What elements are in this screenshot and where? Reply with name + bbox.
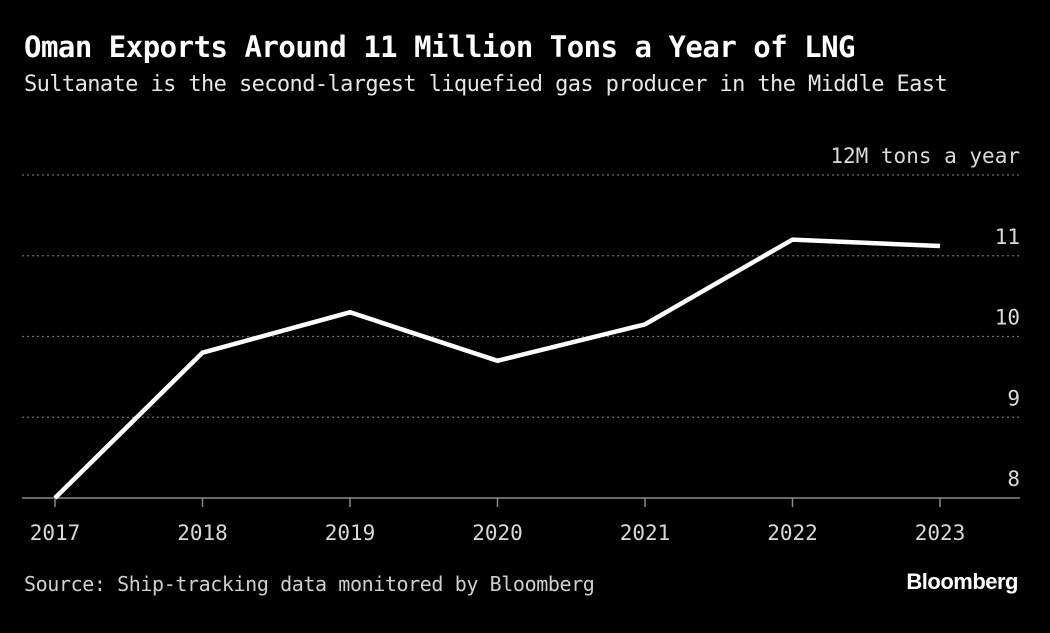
- lng-exports-line: [53, 237, 941, 500]
- source-note: Source: Ship-tracking data monitored by …: [24, 572, 595, 596]
- chart-subtitle: Sultanate is the second-largest liquefie…: [24, 72, 948, 97]
- x-tick-label: 2023: [915, 521, 966, 545]
- y-tick-label: 10: [995, 306, 1020, 330]
- x-tick-label: 2022: [767, 521, 818, 545]
- y-tick-label: 9: [1007, 386, 1020, 410]
- x-tick-label: 2021: [620, 521, 671, 545]
- y-axis-unit-label: 12M tons a year: [830, 144, 1020, 168]
- x-tick-label: 2018: [177, 521, 228, 545]
- chart-title: Oman Exports Around 11 Million Tons a Ye…: [24, 30, 856, 64]
- bloomberg-logo: Bloomberg: [906, 569, 1018, 594]
- x-tick-label: 2017: [30, 521, 81, 545]
- x-tick-label: 2019: [325, 521, 376, 545]
- y-tick-label: 8: [1007, 467, 1020, 491]
- x-tick-label: 2020: [472, 521, 523, 545]
- y-tick-label: 11: [995, 225, 1020, 249]
